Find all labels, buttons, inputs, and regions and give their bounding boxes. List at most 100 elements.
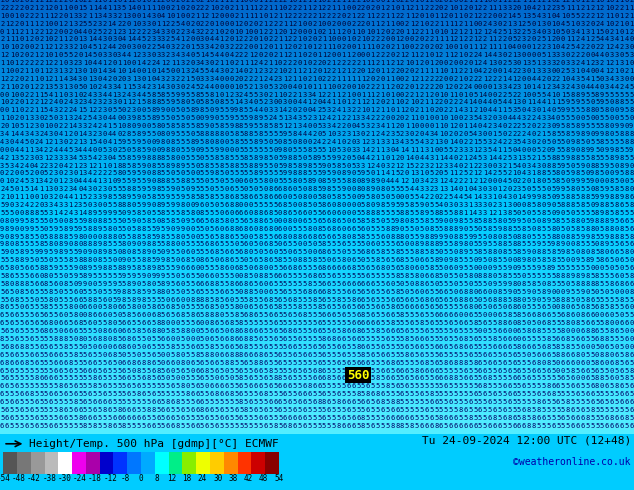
Text: 0: 0 [351,44,356,50]
Text: 1: 1 [29,186,34,192]
Text: 8: 8 [127,289,131,294]
Text: 6: 6 [322,289,326,294]
Text: 5: 5 [273,296,277,303]
Text: 2: 2 [322,76,326,82]
Text: 5: 5 [0,257,4,263]
Text: 3: 3 [205,44,209,50]
Text: 5: 5 [54,328,58,334]
Text: 6: 6 [629,407,633,413]
Text: 1: 1 [400,44,404,50]
Text: 6: 6 [224,320,229,326]
Text: 1: 1 [531,0,536,3]
Text: 3: 3 [302,92,307,98]
Text: 5: 5 [127,273,131,279]
Text: 2: 2 [380,28,385,34]
Text: 5: 5 [624,202,628,208]
Text: 1: 1 [10,155,14,161]
Text: 6: 6 [107,407,112,413]
Text: 2: 2 [98,123,102,129]
Text: 5: 5 [498,171,501,176]
Text: 4: 4 [93,36,97,43]
Text: 1: 1 [463,186,467,192]
Text: 0: 0 [161,123,165,129]
Text: 3: 3 [58,84,63,90]
Text: 3: 3 [181,52,184,58]
Text: 0: 0 [351,123,356,129]
Text: 5: 5 [58,226,63,232]
Text: 0: 0 [254,36,258,43]
Text: 8: 8 [629,289,633,294]
Text: 4: 4 [458,107,463,113]
Text: 0: 0 [20,115,23,121]
Text: 3: 3 [161,36,165,43]
Text: 5: 5 [83,407,87,413]
Text: 0: 0 [151,178,155,184]
Text: 0: 0 [512,194,516,200]
Text: 2: 2 [566,0,570,3]
Text: 6: 6 [20,391,23,397]
Text: 1: 1 [5,84,9,90]
Text: 0: 0 [547,186,550,192]
Text: 5: 5 [390,289,394,294]
Text: 5: 5 [463,257,467,263]
Text: 5: 5 [400,383,404,390]
Text: 0: 0 [415,99,419,105]
Text: 8: 8 [380,399,385,405]
Text: 6: 6 [444,289,448,294]
Text: 3: 3 [83,171,87,176]
Text: 9: 9 [166,194,170,200]
Text: 8: 8 [507,210,512,216]
Text: 5: 5 [361,123,365,129]
Text: 8: 8 [536,202,541,208]
Text: 8: 8 [122,344,126,350]
Text: 6: 6 [5,383,9,390]
Text: 2: 2 [239,44,243,50]
Text: 1: 1 [39,107,43,113]
Text: 2: 2 [244,36,248,43]
Text: 3: 3 [297,115,302,121]
Text: 1: 1 [629,21,633,26]
Text: 5: 5 [429,289,434,294]
Text: 6: 6 [224,344,229,350]
Text: 0: 0 [551,13,555,19]
Text: 6: 6 [263,407,268,413]
Text: 6: 6 [263,226,268,232]
Text: 3: 3 [68,92,72,98]
Text: 0: 0 [498,60,501,66]
Text: 4: 4 [317,139,321,145]
Text: 1: 1 [483,52,487,58]
Text: 6: 6 [151,368,155,373]
Text: 0: 0 [346,202,351,208]
Text: 5: 5 [278,368,282,373]
Text: 8: 8 [366,186,370,192]
Text: 0: 0 [307,139,311,145]
Text: 5: 5 [517,289,521,294]
Text: 5: 5 [273,360,277,366]
Text: 1: 1 [453,13,458,19]
Text: 8: 8 [424,360,429,366]
Text: 8: 8 [458,218,463,224]
Text: 8: 8 [214,249,219,255]
Text: 2: 2 [273,76,277,82]
Text: 5: 5 [332,344,336,350]
Text: 5: 5 [244,123,248,129]
Text: 2: 2 [103,28,107,34]
Text: 2: 2 [10,99,14,105]
Text: 0: 0 [244,234,248,240]
Text: 8: 8 [585,273,590,279]
Text: 6: 6 [317,328,321,334]
Text: 0: 0 [488,265,492,271]
Text: 4: 4 [380,131,385,137]
Text: 5: 5 [571,391,575,397]
Text: 5: 5 [322,131,326,137]
Text: 5: 5 [98,320,102,326]
Text: 2: 2 [0,194,4,200]
Text: 6: 6 [297,336,302,342]
Text: 9: 9 [453,218,458,224]
Text: 5: 5 [181,186,184,192]
Text: 2: 2 [404,76,409,82]
Text: 1: 1 [439,155,443,161]
Text: 6: 6 [556,336,560,342]
Text: 5: 5 [541,423,546,429]
Text: 6: 6 [449,399,453,405]
